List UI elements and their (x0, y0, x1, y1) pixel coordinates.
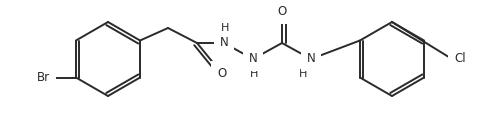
Text: H: H (250, 69, 258, 79)
Text: H: H (299, 69, 307, 79)
Text: O: O (217, 67, 226, 80)
Text: N: N (307, 52, 316, 65)
Text: O: O (278, 5, 286, 18)
Text: N: N (219, 37, 228, 50)
Text: Br: Br (37, 71, 50, 84)
Text: N: N (248, 52, 257, 65)
Text: H: H (221, 23, 229, 33)
Text: Cl: Cl (454, 52, 465, 65)
